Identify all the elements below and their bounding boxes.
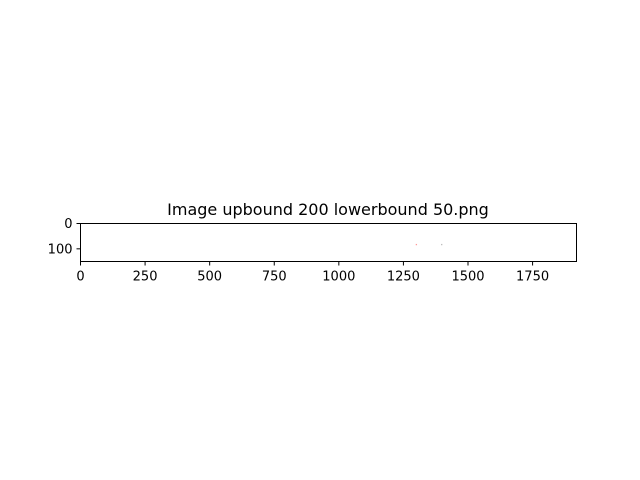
axes-frame: [80, 223, 577, 262]
image-pixel-0: [415, 243, 418, 246]
x-tick-label-2: 500: [197, 270, 222, 285]
x-tick-label-1: 250: [133, 270, 158, 285]
x-tick-label-6: 1500: [451, 270, 484, 285]
y-tick-label-0: 0: [64, 217, 72, 232]
image-pixel-1: [441, 243, 443, 246]
x-tick-label-7: 1750: [516, 270, 549, 285]
x-tick-label-3: 750: [262, 270, 287, 285]
image-area: [80, 223, 577, 262]
x-tick-label-4: 1000: [322, 270, 355, 285]
x-tick-label-5: 1250: [387, 270, 420, 285]
y-tick-label-1: 100: [48, 242, 73, 257]
chart-title: Image upbound 200 lowerbound 50.png: [167, 200, 489, 219]
x-tick-label-0: 0: [76, 270, 84, 285]
